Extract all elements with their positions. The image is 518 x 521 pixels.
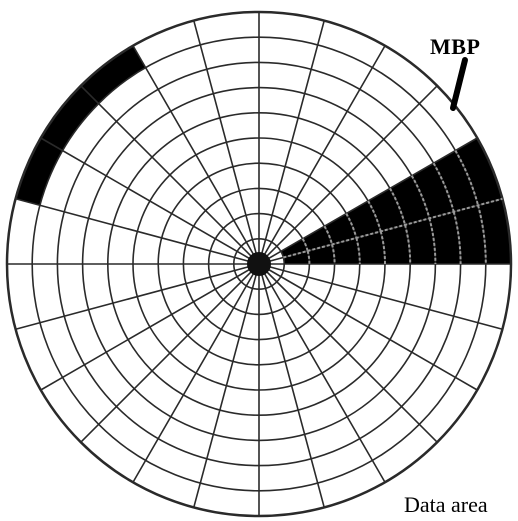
data-area-block	[283, 250, 310, 264]
data-area-block	[324, 213, 357, 245]
data-area-track	[410, 175, 431, 219]
data-area-block	[356, 231, 385, 264]
data-area-block	[453, 205, 486, 264]
sector-line	[258, 20, 325, 265]
sector-line	[193, 263, 260, 508]
data-area-track	[477, 205, 487, 265]
data-area-track	[323, 225, 333, 245]
sector-line	[258, 263, 438, 443]
data-area-track	[301, 238, 309, 252]
sector-line	[258, 263, 503, 330]
mbp-block	[80, 45, 146, 104]
data-area-label: Data area	[404, 492, 488, 517]
disk-spindle	[247, 252, 271, 276]
data-area-track	[428, 218, 437, 265]
sector-line	[132, 263, 260, 483]
sector-line	[80, 85, 260, 265]
sector-line	[258, 85, 438, 265]
data-area-block	[429, 211, 461, 264]
sector-line	[258, 263, 386, 483]
sector-line	[15, 198, 260, 265]
data-area-block	[405, 218, 436, 264]
sector-line	[80, 263, 260, 443]
sector-line	[258, 263, 325, 508]
mbp-pointer-line	[450, 57, 468, 111]
data-area-block	[433, 150, 479, 212]
sector-line	[15, 263, 260, 330]
data-area-block	[389, 175, 430, 225]
data-area-block	[302, 226, 333, 251]
mbp-label: MBP	[430, 34, 481, 59]
data-area-sector-line	[283, 197, 503, 259]
sector-line	[258, 45, 386, 265]
sector-line	[132, 45, 260, 265]
data-area-grid	[283, 150, 503, 265]
mbp-block	[40, 85, 99, 151]
sector-line	[40, 263, 260, 391]
data-area-block	[280, 238, 308, 258]
data-area-block	[332, 237, 360, 264]
sector-line	[258, 263, 478, 391]
data-area-block	[380, 224, 411, 264]
sector-line	[193, 20, 260, 265]
data-area-block	[478, 198, 511, 264]
data-area-track	[452, 211, 462, 265]
data-area-track	[454, 150, 480, 206]
sector-line	[40, 137, 260, 265]
data-area-track	[389, 187, 407, 226]
data-area-track	[432, 162, 455, 213]
data-area-block	[411, 163, 454, 219]
mbp-block	[15, 138, 63, 206]
data-area-block	[455, 138, 503, 206]
